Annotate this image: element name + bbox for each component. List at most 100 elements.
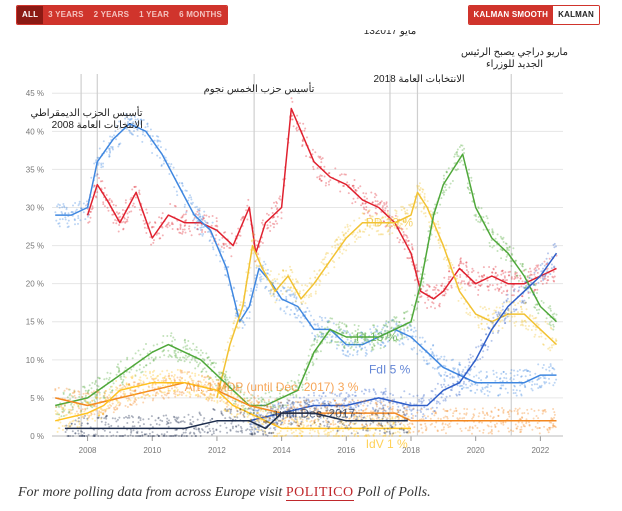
poll-dot [167, 221, 170, 224]
poll-dot [309, 420, 312, 423]
poll-dot [124, 117, 127, 120]
poll-dot [400, 333, 402, 336]
poll-dot [487, 285, 490, 288]
poll-dot [171, 221, 174, 224]
poll-dot [376, 423, 379, 426]
range-all-button[interactable]: ALL [17, 6, 44, 24]
poll-dot [534, 317, 537, 320]
poll-dot [168, 354, 171, 356]
poll-dot [320, 179, 323, 182]
poll-dot [438, 357, 441, 360]
poll-dot [99, 402, 102, 405]
poll-dot [257, 397, 260, 400]
poll-dot [374, 391, 377, 394]
poll-dot [399, 238, 402, 241]
poll-dot [408, 408, 411, 411]
poll-dot [347, 393, 350, 396]
poll-dot [410, 243, 413, 246]
poll-dot [449, 182, 452, 185]
poll-dot [458, 374, 461, 377]
poll-dot [347, 331, 350, 334]
poll-dot [361, 212, 364, 215]
poll-dot [338, 321, 341, 324]
poll-dot [440, 284, 443, 287]
poll-dot [494, 272, 497, 275]
poll-dot [313, 394, 316, 397]
poll-dot [202, 368, 205, 371]
poll-dot [401, 342, 404, 345]
poll-dot [437, 242, 440, 244]
poll-dot [548, 426, 551, 429]
poll-dot [356, 349, 359, 352]
poll-dot [312, 403, 315, 405]
poll-dot [194, 359, 197, 362]
poll-dot [348, 333, 351, 336]
poll-dot [491, 246, 494, 249]
poll-dot [343, 399, 346, 402]
poll-dot [320, 333, 323, 336]
poll-dot [259, 240, 262, 243]
poll-dot [324, 274, 327, 277]
poll-dot [524, 281, 527, 283]
poll-dot [139, 118, 142, 121]
poll-dot [224, 373, 227, 376]
poll-dot [326, 435, 329, 437]
poll-dot [542, 279, 545, 282]
poll-dot [274, 301, 277, 304]
poll-dot [539, 386, 541, 389]
poll-dot [255, 286, 258, 289]
poll-dot [193, 216, 196, 219]
poll-dot [477, 220, 480, 223]
poll-dot [218, 238, 221, 241]
poll-dot [238, 326, 241, 329]
kalman-smooth-button[interactable]: KALMAN SMOOTH [468, 6, 554, 24]
poll-dot [136, 121, 139, 124]
poll-dot [382, 404, 385, 407]
poll-dot [158, 232, 161, 235]
poll-dot [407, 415, 410, 418]
poll-dot [430, 407, 433, 410]
poll-dot [272, 226, 275, 229]
poll-dot [241, 319, 244, 322]
poll-dot [193, 348, 196, 351]
poll-dot [241, 317, 244, 320]
poll-dot [260, 396, 263, 399]
poll-dot [86, 414, 89, 416]
range-1-year-button[interactable]: 1 YEAR [134, 6, 175, 24]
poll-dot [511, 285, 514, 288]
range-6-months-button[interactable]: 6 MONTHS [174, 6, 228, 24]
poll-dot [276, 282, 279, 285]
poll-dot [457, 369, 460, 372]
range-3-years-button[interactable]: 3 YEARS [43, 6, 89, 24]
poll-dot [329, 330, 332, 333]
poll-dot [531, 428, 534, 431]
poll-dot [339, 174, 341, 177]
poll-dot [355, 430, 358, 433]
poll-dot [176, 368, 179, 371]
range-2-years-button[interactable]: 2 YEARS [88, 6, 135, 24]
poll-dot [467, 364, 470, 367]
poll-dot [107, 378, 110, 381]
poll-dot [276, 202, 278, 205]
poll-dot [515, 389, 518, 392]
poll-dot [108, 149, 111, 152]
poll-dot [89, 216, 92, 219]
poll-dot [537, 312, 540, 315]
kalman-button[interactable]: KALMAN [553, 6, 599, 24]
poll-dot [131, 389, 134, 392]
poll-dot [160, 380, 163, 382]
poll-dot [444, 385, 447, 388]
poll-dot [270, 288, 273, 291]
poll-dot [366, 404, 369, 407]
poll-dot [545, 282, 548, 285]
poll-dot [119, 360, 122, 363]
poll-dot [517, 279, 520, 282]
poll-dot [477, 216, 480, 218]
poll-dot [190, 234, 193, 237]
poll-dot [335, 347, 338, 350]
poll-dot [544, 377, 547, 380]
poll-dot [514, 423, 517, 426]
poll-dot [133, 185, 136, 188]
poll-dot [451, 376, 454, 379]
poll-dot [549, 349, 552, 352]
